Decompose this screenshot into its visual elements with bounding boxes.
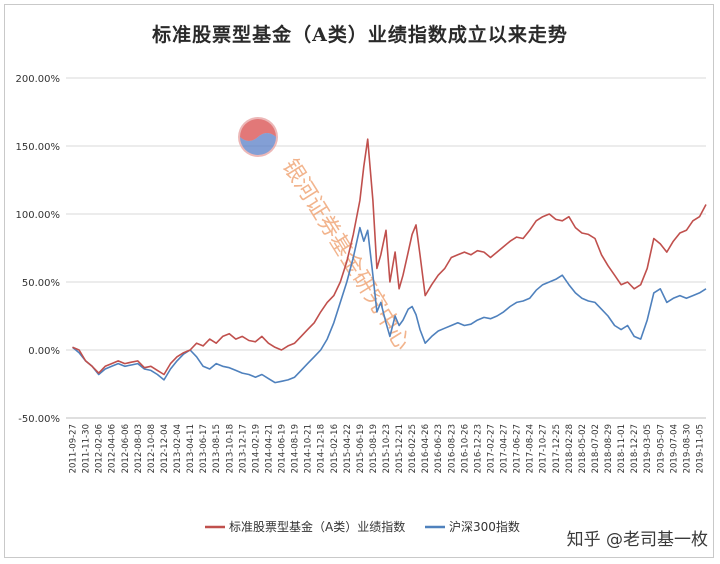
x-tick-label: 2014-04-21 xyxy=(264,424,274,473)
x-tick-label: 2013-12-17 xyxy=(238,424,248,473)
series-line xyxy=(71,226,707,384)
watermark-logo xyxy=(238,117,278,157)
x-tick-label: 2013-10-18 xyxy=(225,424,235,473)
x-tick-label: 2018-07-02 xyxy=(591,424,601,473)
footer-watermark: 知乎 @老司基一枚 xyxy=(566,530,708,550)
legend-label: 标准股票型基金（A类）业绩指数 xyxy=(229,519,405,534)
chart-title: 标准股票型基金（A类）业绩指数成立以来走势 xyxy=(152,24,568,46)
x-tick-label: 2015-04-22 xyxy=(343,424,353,473)
x-tick-label: 2017-12-25 xyxy=(552,424,562,473)
x-tick-label: 2013-04-11 xyxy=(186,424,196,473)
x-tick-label: 2013-08-15 xyxy=(212,424,222,473)
x-tick-label: 2017-08-24 xyxy=(526,424,536,473)
x-tick-label: 2016-08-23 xyxy=(447,424,457,473)
x-tick-label: 2012-02-06 xyxy=(95,424,105,473)
x-tick-label: 2018-08-29 xyxy=(604,424,614,473)
x-tick-label: 2014-12-18 xyxy=(317,424,327,473)
x-tick-label: 2013-02-04 xyxy=(173,424,183,473)
series-line xyxy=(72,138,707,376)
legend: 标准股票型基金（A类）业绩指数 沪深300指数 xyxy=(205,519,520,534)
x-tick-label: 2018-12-27 xyxy=(630,424,640,473)
x-tick-label: 2016-10-26 xyxy=(460,424,470,473)
x-tick-label: 2014-06-19 xyxy=(278,424,288,473)
y-tick-label: 0.00% xyxy=(28,346,60,357)
chart-frame xyxy=(4,4,714,558)
x-axis: 2011-09-27 2011-11-30 2012-02-06 2012-04-06… xyxy=(66,417,706,473)
x-tick-label: 2015-08-19 xyxy=(369,424,379,473)
x-tick-label: 2019-05-07 xyxy=(656,424,666,473)
x-tick-label: 2011-11-30 xyxy=(82,424,92,473)
logo-blue-half-icon xyxy=(240,133,276,155)
x-tick-label: 2014-02-19 xyxy=(251,424,261,473)
x-tick-label: 2012-04-06 xyxy=(108,424,118,473)
y-axis: -50.00% 0.00% 50.00% 100.00% 150.00% 200.00% xyxy=(16,74,61,425)
x-tick-label: 2018-02-28 xyxy=(565,424,575,473)
x-tick-label: 2015-12-21 xyxy=(395,424,405,473)
y-tick-label: 150.00% xyxy=(16,142,61,153)
y-tick-label: 50.00% xyxy=(22,278,60,289)
x-tick-label: 2019-03-05 xyxy=(643,424,653,473)
y-tick-label: -50.00% xyxy=(18,414,60,425)
x-tick-label: 2014-08-19 xyxy=(291,424,301,473)
x-tick-label: 2017-02-27 xyxy=(486,424,496,473)
x-tick-label: 2015-10-23 xyxy=(382,424,392,473)
x-tick-label: 2016-12-23 xyxy=(473,424,483,473)
x-tick-label: 2012-12-04 xyxy=(160,424,170,473)
x-tick-label: 2017-10-27 xyxy=(539,424,549,473)
x-tick-label: 2017-04-27 xyxy=(500,424,510,473)
x-tick-label: 2012-08-03 xyxy=(134,424,144,473)
x-tick-label: 2017-06-27 xyxy=(513,424,523,473)
y-tick-label: 200.00% xyxy=(16,74,61,85)
x-tick-label: 2019-11-05 xyxy=(695,424,705,473)
x-tick-label: 2014-10-21 xyxy=(304,424,314,473)
x-tick-label: 2018-05-02 xyxy=(578,424,588,473)
x-tick-label: 2019-07-04 xyxy=(669,424,679,473)
y-tick-label: 100.00% xyxy=(16,210,61,221)
x-tick-label: 2012-06-06 xyxy=(121,424,131,473)
legend-label: 沪深300指数 xyxy=(449,519,520,534)
logo-red-half-icon xyxy=(240,119,276,141)
x-tick-label: 2015-06-19 xyxy=(356,424,366,473)
x-tick-label: 2016-06-23 xyxy=(434,424,444,473)
x-tick-label: 2018-11-01 xyxy=(617,424,627,473)
x-tick-label: 2012-10-08 xyxy=(147,424,157,473)
x-tick-label: 2016-02-25 xyxy=(408,424,418,473)
series-group xyxy=(71,138,707,384)
x-tick-label: 2016-04-26 xyxy=(421,424,431,473)
grid-lines xyxy=(66,77,706,419)
x-tick-label: 2019-08-30 xyxy=(682,424,692,473)
x-tick-label: 2013-06-17 xyxy=(199,424,209,473)
x-tick-label: 2015-02-16 xyxy=(330,424,340,473)
x-tick-label: 2011-09-27 xyxy=(69,424,79,473)
